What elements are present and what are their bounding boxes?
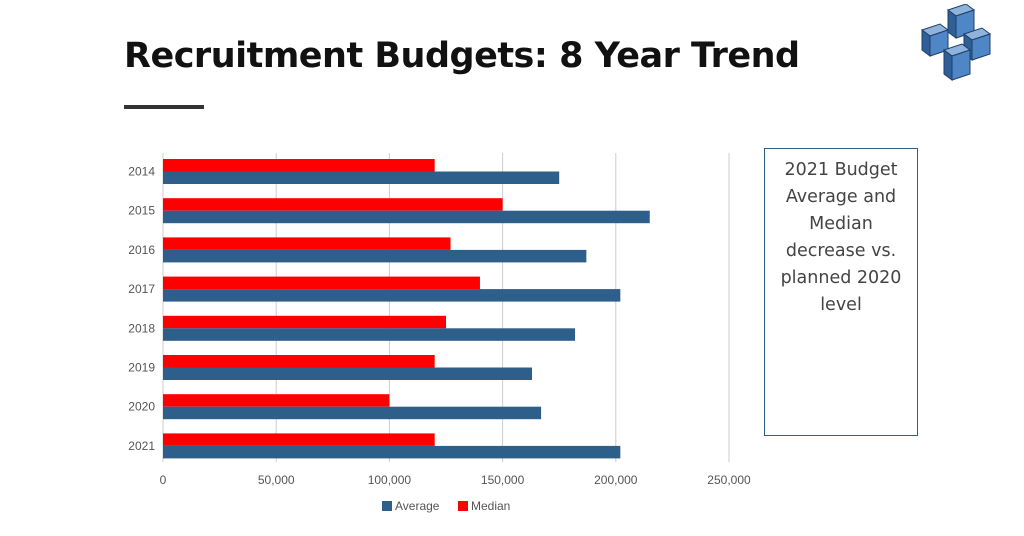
legend-swatch-median <box>458 501 468 511</box>
x-tick-label: 50,000 <box>258 473 295 487</box>
median-bar <box>163 237 451 250</box>
median-bar <box>163 355 435 368</box>
median-bar <box>163 315 446 329</box>
year-label: 2014 <box>128 165 155 179</box>
average-bar <box>163 210 650 224</box>
average-bar <box>163 445 621 459</box>
x-tick-label: 100,000 <box>368 473 412 487</box>
year-label: 2017 <box>128 282 155 296</box>
legend-label-average: Average <box>395 499 440 513</box>
year-label: 2019 <box>128 361 155 375</box>
year-label: 2018 <box>128 321 155 335</box>
average-bar <box>163 171 560 184</box>
callout-box: 2021 Budget Average and Median decrease … <box>764 148 918 436</box>
page-title: Recruitment Budgets: 8 Year Trend <box>124 36 800 76</box>
average-bar <box>163 289 621 302</box>
year-label: 2020 <box>128 400 155 414</box>
median-bar <box>163 394 390 407</box>
title-underline <box>124 105 204 109</box>
median-bar <box>163 159 435 172</box>
x-tick-label: 150,000 <box>481 473 525 487</box>
median-bar <box>163 433 435 446</box>
year-label: 2021 <box>128 439 155 453</box>
x-tick-label: 0 <box>160 473 167 487</box>
legend-label-median: Median <box>471 499 510 513</box>
legend-swatch-average <box>382 501 392 511</box>
company-logo-icon <box>920 4 992 81</box>
median-bar <box>163 276 480 290</box>
year-label: 2016 <box>128 243 155 257</box>
average-bar <box>163 406 542 420</box>
average-bar <box>163 328 576 341</box>
x-tick-label: 250,000 <box>707 473 751 487</box>
x-tick-label: 200,000 <box>594 473 638 487</box>
year-label: 2015 <box>128 204 155 218</box>
average-bar <box>163 367 533 380</box>
median-bar <box>163 198 503 211</box>
average-bar <box>163 249 587 263</box>
